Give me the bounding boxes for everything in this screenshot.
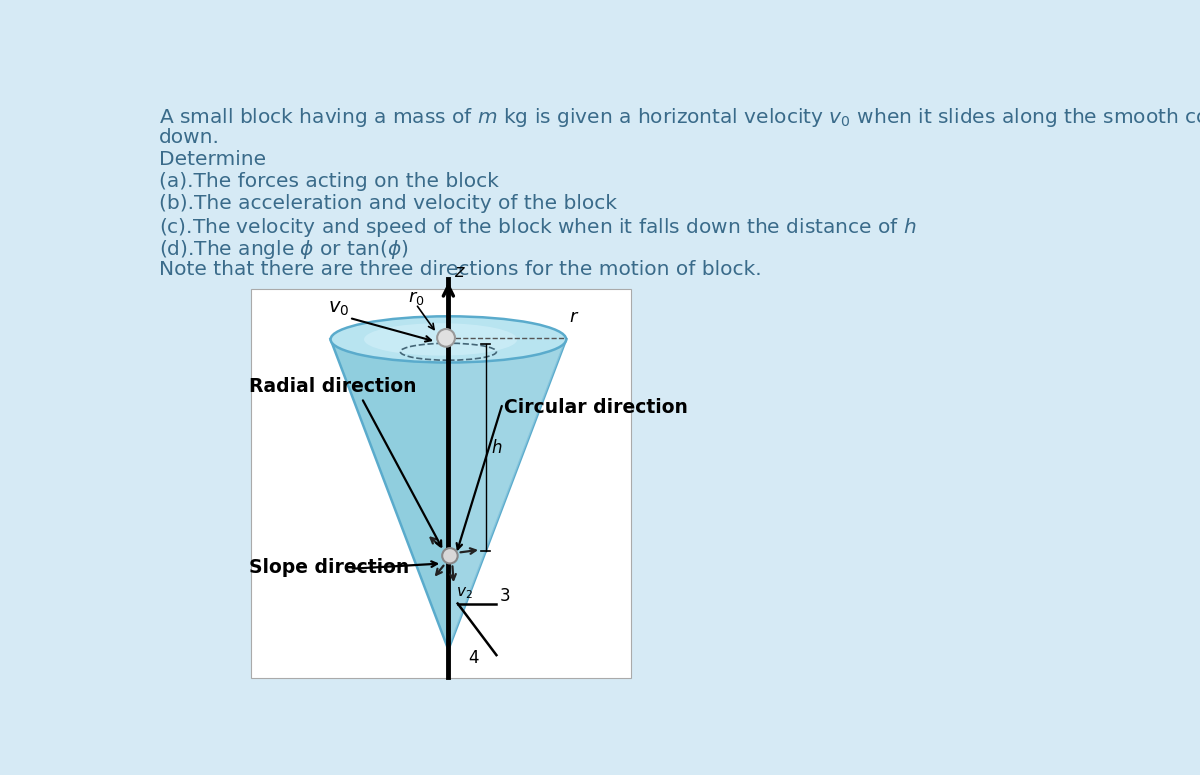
Ellipse shape — [330, 316, 566, 363]
Text: 3: 3 — [499, 587, 510, 605]
Text: Determine: Determine — [160, 150, 266, 169]
FancyBboxPatch shape — [251, 289, 630, 678]
Text: down.: down. — [160, 128, 220, 147]
Text: Slope direction: Slope direction — [250, 558, 409, 577]
Polygon shape — [449, 339, 566, 649]
Text: $v_0$: $v_0$ — [329, 298, 349, 318]
Text: (a).The forces acting on the block: (a).The forces acting on the block — [160, 172, 499, 191]
Circle shape — [437, 329, 455, 346]
Text: $r_0$: $r_0$ — [408, 289, 425, 308]
Text: r: r — [569, 308, 577, 326]
Text: $v_2$: $v_2$ — [456, 585, 473, 601]
Text: Circular direction: Circular direction — [504, 398, 688, 416]
Text: Note that there are three directions for the motion of block.: Note that there are three directions for… — [160, 260, 762, 279]
Text: 4: 4 — [468, 649, 479, 666]
Text: (b).The acceleration and velocity of the block: (b).The acceleration and velocity of the… — [160, 194, 617, 213]
Text: A small block having a mass of $m$ kg is given a horizontal velocity $v_0$ when : A small block having a mass of $m$ kg is… — [160, 106, 1200, 129]
Text: (c).The velocity and speed of the block when it falls down the distance of $h$: (c).The velocity and speed of the block … — [160, 215, 917, 239]
Circle shape — [442, 548, 457, 563]
Text: h: h — [492, 439, 503, 456]
Ellipse shape — [364, 323, 517, 356]
Polygon shape — [330, 339, 566, 649]
Text: (d).The angle $\phi$ or tan($\phi$): (d).The angle $\phi$ or tan($\phi$) — [160, 238, 409, 260]
Text: Radial direction: Radial direction — [250, 377, 416, 396]
Text: z: z — [454, 263, 463, 281]
